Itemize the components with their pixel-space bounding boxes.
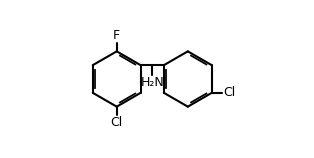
- Text: H₂N: H₂N: [141, 76, 165, 89]
- Text: Cl: Cl: [111, 116, 123, 129]
- Text: F: F: [113, 29, 120, 42]
- Text: Cl: Cl: [223, 86, 235, 99]
